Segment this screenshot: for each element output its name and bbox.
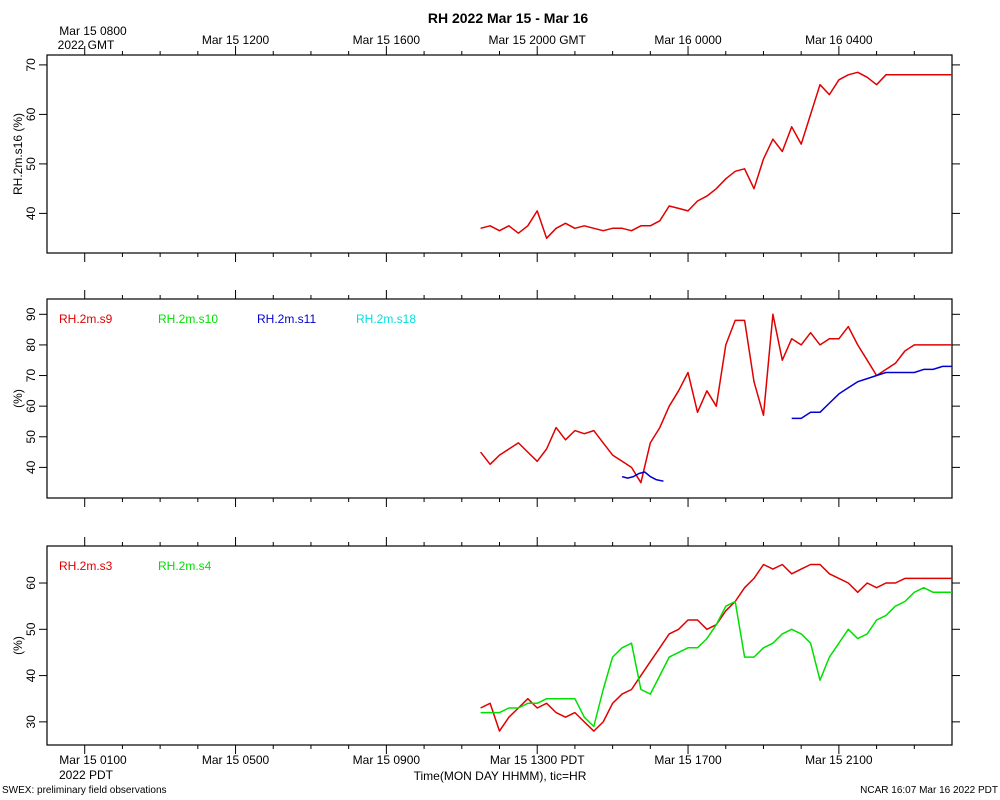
panel-1: 40 50 60 70 RH.2m.s16 (%) <box>11 46 960 262</box>
series-line <box>480 71 952 239</box>
bottom-axis-tick-label: Mar 15 0500 <box>202 753 270 767</box>
y-tick-label: 40 <box>24 206 38 220</box>
legend-entry: RH.2m.s11 <box>257 312 316 326</box>
y-tick-label: 70 <box>24 58 38 72</box>
legend-entry: RH.2m.s4 <box>158 559 212 573</box>
y-tick-label: 40 <box>24 669 38 683</box>
legend-entry: RH.2m.s18 <box>356 312 416 326</box>
y-tick-label: 90 <box>24 307 38 321</box>
series-line <box>791 365 952 420</box>
legend-entry: RH.2m.s3 <box>59 559 113 573</box>
y-tick-label: 60 <box>24 399 38 413</box>
top-axis-tick-label: Mar 16 0400 <box>805 33 873 47</box>
top-axis-tick-label: Mar 15 2000 GMT <box>489 33 587 47</box>
top-axis-first-label-line1: Mar 15 0800 <box>59 24 127 38</box>
footer-right: NCAR 16:07 Mar 16 2022 PDT <box>860 785 998 796</box>
y-tick-label: 50 <box>24 157 38 171</box>
bottom-axis-tick-label: Mar 15 0900 <box>353 753 421 767</box>
y-tick-label: 70 <box>24 369 38 383</box>
top-axis-first-label-line2: 2022 GMT <box>58 38 115 52</box>
y-tick-label: 50 <box>24 622 38 636</box>
y-axis-label: (%) <box>11 389 25 408</box>
panel-frame <box>46 54 953 254</box>
legend-entry: RH.2m.s10 <box>158 312 218 326</box>
panel-frame <box>46 545 953 746</box>
y-tick-label: 60 <box>24 576 38 590</box>
y-tick-label: 50 <box>24 430 38 444</box>
y-tick-label: 60 <box>24 107 38 121</box>
series-line <box>621 471 664 482</box>
y-tick-label: 80 <box>24 338 38 352</box>
top-axis-tick-label: Mar 15 1600 <box>353 33 421 47</box>
y-tick-label: 40 <box>24 460 38 474</box>
bottom-axis-tick-label: Mar 15 1700 <box>654 753 722 767</box>
panel-2: 40 50 60 70 80 90 (%) RH.2m.s9 RH.2m.s10 RH.2m.s1… <box>11 290 960 507</box>
panel-3: 30 40 50 60 (%) RH.2m.s3 RH.2m.s4 <box>11 537 960 754</box>
chart-title: RH 2022 Mar 15 - Mar 16 <box>428 10 589 26</box>
panel-frame <box>46 298 953 499</box>
series-line <box>480 586 952 728</box>
x-axis-label: Time(MON DAY HHMM), tic=HR <box>414 769 587 783</box>
bottom-axis-first-label-line2: 2022 PDT <box>59 768 114 782</box>
top-axis-tick-label: Mar 16 0000 <box>654 33 722 47</box>
y-axis-label: (%) <box>11 636 25 655</box>
footer-left: SWEX: preliminary field observations <box>2 785 167 796</box>
bottom-axis-first-label-line1: Mar 15 0100 <box>59 753 127 767</box>
top-axis-tick-label: Mar 15 1200 <box>202 33 270 47</box>
top-time-axis: Mar 15 0800 2022 GMT Mar 15 1200 Mar 15 1… <box>58 24 873 52</box>
y-tick-label: 30 <box>24 715 38 729</box>
y-axis-label: RH.2m.s16 (%) <box>11 113 25 195</box>
legend-entry: RH.2m.s9 <box>59 312 113 326</box>
series-line <box>480 313 952 484</box>
bottom-axis-tick-label: Mar 15 2100 <box>805 753 873 767</box>
series-line <box>480 563 952 732</box>
bottom-time-axis: Mar 15 0100 2022 PDT Time(MON DAY HHMM),… <box>59 753 873 783</box>
bottom-axis-tick-label: Mar 15 1300 PDT <box>490 753 585 767</box>
